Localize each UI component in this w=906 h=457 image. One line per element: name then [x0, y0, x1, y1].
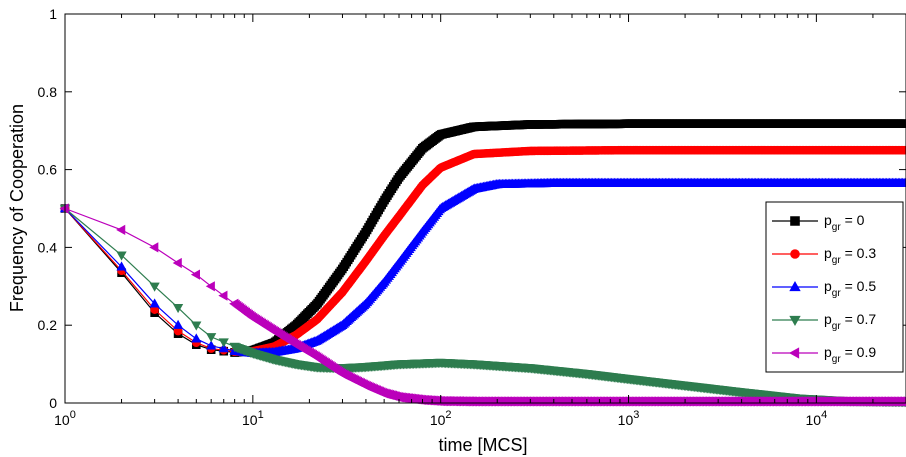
series-marker — [172, 303, 184, 314]
y-tick-label: 0.6 — [38, 162, 58, 178]
legend-label: pgr = 0.3 — [824, 245, 876, 266]
series-marker — [206, 333, 217, 343]
y-tick-label: 1 — [49, 6, 57, 22]
x-axis-label: time [MCS] — [438, 435, 527, 455]
series-marker — [59, 203, 69, 214]
legend-label: pgr = 0 — [824, 212, 865, 233]
axes-layer: 0 0.2 0.4 0.6 0.8 1 100 101 102 103 104 — [38, 6, 906, 428]
x-tick-label: 101 — [242, 409, 264, 428]
x-tick-label: 100 — [54, 409, 76, 428]
series-marker — [172, 257, 182, 269]
series-marker — [116, 224, 126, 236]
legend-marker — [789, 280, 801, 292]
series-marker — [116, 251, 127, 261]
legend-label: pgr = 0.7 — [824, 311, 876, 332]
legend-marker — [789, 315, 801, 327]
legend: pgr = 0 pgr = 0.3 pgr = 0.5 pgr = 0.7 pgr = … — [765, 201, 904, 373]
y-tick-label: 0.2 — [38, 317, 58, 333]
series-marker — [191, 321, 202, 331]
series-2 — [59, 177, 906, 357]
series-marker — [901, 119, 906, 128]
series-marker — [218, 338, 229, 348]
series-marker — [149, 282, 160, 292]
y-tick-label: 0.4 — [38, 239, 58, 255]
series-layer — [59, 119, 906, 408]
x-tick-label: 102 — [430, 409, 452, 428]
series-marker — [190, 269, 200, 280]
series-4 — [59, 203, 906, 407]
legend-label: pgr = 0.5 — [824, 278, 876, 299]
series-marker — [172, 319, 184, 329]
x-tick-label: 103 — [618, 409, 640, 428]
legend-marker — [788, 347, 800, 359]
legend-marker — [790, 249, 800, 259]
series-marker — [205, 281, 215, 292]
series-marker — [116, 261, 127, 271]
series-marker — [149, 298, 160, 308]
series-marker — [191, 333, 202, 343]
legend-marker — [790, 216, 800, 226]
series-marker — [218, 343, 229, 353]
series-marker — [206, 340, 217, 350]
y-tick-label: 0.8 — [38, 84, 58, 100]
y-axis-label: Frequency of Cooperation — [7, 104, 27, 312]
series-marker — [218, 290, 228, 301]
series-marker — [149, 242, 159, 253]
x-tick-label: 104 — [806, 409, 828, 428]
y-tick-label: 0 — [49, 395, 57, 411]
plot-frame — [64, 13, 906, 404]
legend-label: pgr = 0.9 — [824, 344, 876, 365]
